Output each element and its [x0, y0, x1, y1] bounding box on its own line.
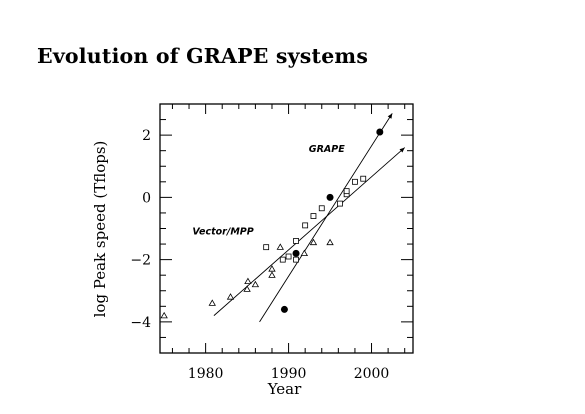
x-tick-label: 1980 — [188, 366, 224, 382]
square-point — [285, 253, 292, 260]
slide-title: Evolution of GRAPE systems — [37, 44, 369, 68]
vector-mpp-point — [300, 249, 309, 257]
trend-line — [259, 113, 393, 323]
square-point — [318, 205, 325, 212]
y-tick-label: −4 — [130, 315, 151, 331]
x-tick-label: 2000 — [354, 366, 390, 382]
vector-mpp-point — [326, 238, 334, 246]
square-point — [279, 256, 286, 263]
y-tick-label: −2 — [130, 253, 151, 269]
vector-mpp-point — [268, 271, 276, 278]
square-point — [263, 244, 270, 251]
vector-mpp-point — [160, 311, 168, 319]
square-point — [302, 222, 309, 229]
grape-point — [280, 305, 288, 313]
vector-mpp-point — [243, 285, 251, 292]
y-axis-title: log Peak speed (Tflops) — [91, 141, 109, 318]
trend-arrowhead — [399, 147, 405, 153]
grape-point — [376, 128, 384, 136]
square-point — [360, 175, 367, 182]
vector-mpp-point — [251, 280, 260, 288]
square-point — [352, 178, 358, 185]
square-point — [293, 256, 299, 263]
y-tick-label: 2 — [142, 128, 151, 144]
grape-point — [292, 249, 300, 257]
x-axis-title: Year — [267, 380, 302, 398]
series-annotation: Vector/MPP — [192, 227, 253, 238]
vector-mpp-point — [208, 299, 216, 306]
trend-line — [213, 147, 406, 316]
vector-mpp-point — [268, 265, 276, 272]
vector-mpp-point — [244, 277, 252, 285]
vector-mpp-point — [276, 243, 284, 250]
square-point — [310, 213, 317, 219]
x-tick-label: 1990 — [271, 366, 307, 382]
vector-mpp-point — [226, 293, 235, 300]
chart-labels: 1980 1990 2000 −4 −2 0 2 Year log Peak speed (Tf… — [91, 128, 389, 398]
square-point — [293, 238, 299, 244]
y-tick-label: 0 — [142, 190, 151, 206]
vector-mpp-point — [309, 238, 318, 246]
data-markers — [160, 128, 384, 319]
trend-arrowhead — [387, 113, 393, 119]
chart-axes — [159, 103, 414, 354]
trend-lines — [213, 113, 406, 323]
series-annotation: GRAPE — [309, 144, 345, 155]
square-point — [337, 200, 343, 207]
grape-point — [326, 193, 334, 201]
square-point — [343, 188, 350, 195]
